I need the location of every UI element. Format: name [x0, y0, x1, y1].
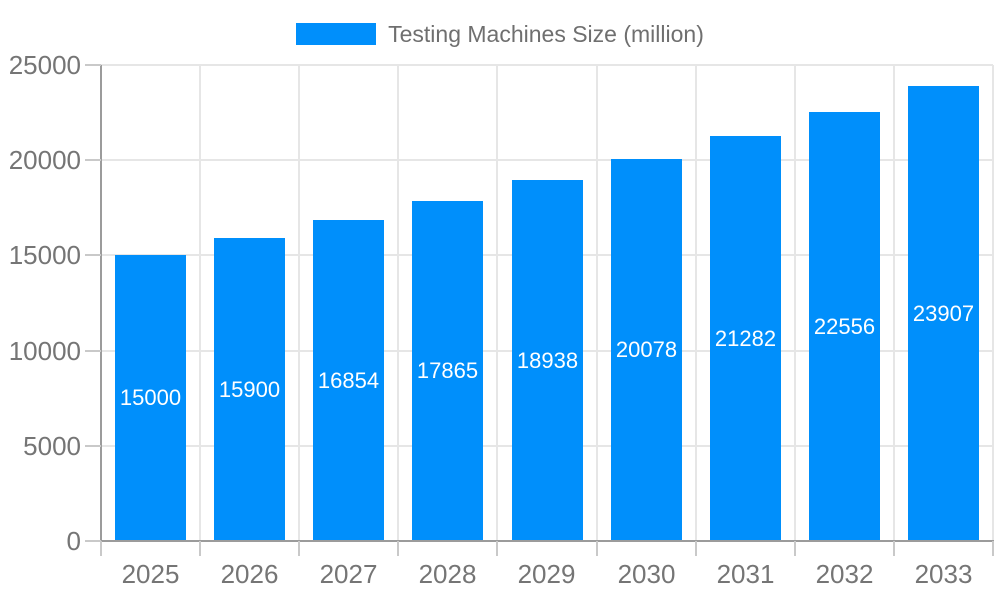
- x-tick-label: 2031: [716, 559, 775, 589]
- bar-value-label: 15000: [119, 385, 182, 410]
- legend[interactable]: Testing Machines Size (million): [0, 22, 1000, 46]
- gridline-vertical: [893, 65, 895, 541]
- gridline-vertical: [397, 65, 399, 541]
- y-tick-label: 5000: [23, 430, 81, 461]
- bar-value-label: 20078: [615, 337, 678, 362]
- x-tick-label: 2032: [815, 559, 874, 589]
- x-tick-label: 2028: [418, 559, 477, 589]
- bar-2026[interactable]: 15900: [214, 238, 285, 541]
- x-tick-mark: [397, 541, 399, 556]
- y-tick-label: 10000: [8, 335, 81, 366]
- bar-value-label: 17865: [416, 358, 479, 383]
- bar-2032[interactable]: 22556: [809, 112, 880, 541]
- gridline-vertical: [695, 65, 697, 541]
- bar-2031[interactable]: 21282: [710, 136, 781, 541]
- gridline-horizontal: [101, 64, 993, 66]
- bar-2025[interactable]: 15000: [115, 255, 186, 541]
- gridline-vertical: [496, 65, 498, 541]
- y-tick-label: 0: [66, 526, 81, 556]
- gridline-vertical: [298, 65, 300, 541]
- x-tick-label: 2026: [220, 559, 279, 589]
- bar-value-label: 23907: [912, 300, 975, 326]
- x-axis-line: [100, 540, 994, 542]
- x-tick-mark: [794, 541, 796, 556]
- bar-2028[interactable]: 17865: [412, 201, 483, 541]
- bar-2029[interactable]: 18938: [512, 180, 583, 541]
- y-tick-label: 20000: [8, 145, 81, 176]
- bar-2030[interactable]: 20078: [611, 159, 682, 541]
- plot-area: 15000 15900 16854 17865 18938 20078 21282 22556…: [101, 64, 994, 541]
- bar-value-label: 15900: [218, 376, 281, 402]
- gridline-horizontal: [101, 159, 993, 162]
- x-tick-mark: [199, 541, 201, 556]
- y-tick-mark: [85, 159, 101, 162]
- gridline-vertical: [596, 65, 598, 541]
- bar-value-label: 21282: [714, 325, 777, 351]
- x-tick-mark: [100, 541, 102, 556]
- x-tick-label: 2030: [617, 559, 676, 589]
- y-tick-mark: [85, 64, 101, 66]
- legend-label: Testing Machines Size (million): [388, 21, 704, 47]
- x-tick-label: 2029: [517, 559, 576, 589]
- x-tick-label: 2025: [121, 559, 180, 589]
- x-tick-mark: [298, 541, 300, 556]
- x-tick-label: 2027: [319, 559, 378, 589]
- bar-2033[interactable]: 23907: [908, 86, 979, 541]
- x-tick-mark: [695, 541, 697, 556]
- bar-value-label: 22556: [813, 313, 876, 339]
- x-tick-mark: [992, 541, 994, 556]
- x-tick-label: 2033: [914, 559, 973, 589]
- y-axis-line: [100, 65, 102, 541]
- y-tick-label: 25000: [8, 50, 81, 80]
- gridline-vertical: [199, 65, 201, 541]
- gridline-vertical: [794, 65, 796, 541]
- bar-value-label: 18938: [516, 347, 579, 373]
- x-tick-mark: [496, 541, 498, 556]
- y-tick-label: 15000: [8, 240, 81, 271]
- gridline-vertical: [992, 65, 994, 541]
- x-tick-mark: [893, 541, 895, 556]
- bar-value-label: 16854: [317, 367, 380, 393]
- legend-marker-swatch: [296, 23, 377, 45]
- y-tick-mark: [85, 349, 101, 352]
- y-tick-mark: [85, 540, 101, 542]
- y-tick-mark: [85, 444, 101, 447]
- x-tick-mark: [596, 541, 598, 556]
- bar-2027[interactable]: 16854: [313, 220, 384, 541]
- y-tick-mark: [85, 254, 101, 257]
